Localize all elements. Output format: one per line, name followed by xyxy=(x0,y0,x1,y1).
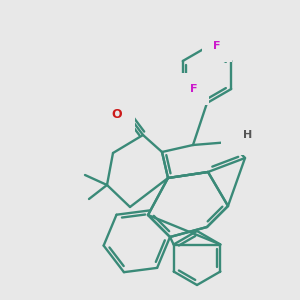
Text: H: H xyxy=(243,130,253,140)
Text: O: O xyxy=(112,107,122,121)
Text: F: F xyxy=(213,41,221,51)
Text: N: N xyxy=(234,130,244,142)
Text: F: F xyxy=(190,84,197,94)
